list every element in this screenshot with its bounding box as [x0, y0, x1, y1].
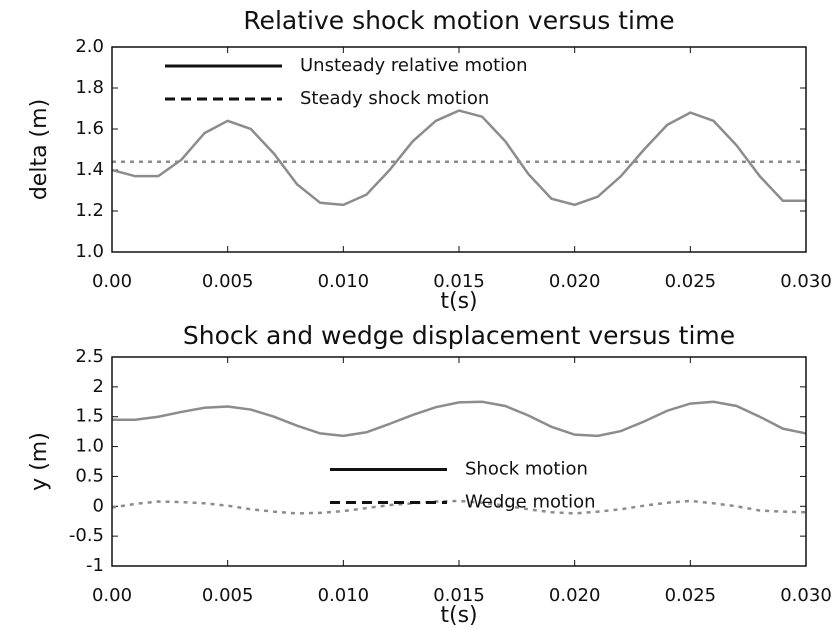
x-axis-label: t(s) [440, 603, 477, 628]
x-tick-label: 0.010 [318, 585, 370, 606]
x-tick-label: 0.010 [318, 271, 370, 292]
x-tick-label: 0.020 [549, 271, 601, 292]
y-tick-label: 1.0 [75, 436, 104, 457]
x-tick-label: 0.005 [202, 271, 254, 292]
y-tick-label: 2.5 [75, 346, 104, 367]
plot-frame [111, 46, 807, 253]
y-tick-label: -1 [86, 555, 104, 576]
y-tick-label: -0.5 [69, 525, 104, 546]
x-tick-label: 0.030 [780, 271, 832, 292]
x-tick-label: 0.00 [92, 271, 132, 292]
legend-label: Shock motion [465, 459, 588, 480]
y-tick-label: 1.8 [75, 77, 104, 98]
x-tick-label: 0.015 [433, 585, 485, 606]
chart-title: Relative shock motion versus time [243, 6, 674, 35]
series-line [112, 400, 807, 438]
y-tick-label: 2.0 [75, 36, 104, 57]
x-tick-label: 0.015 [433, 271, 485, 292]
series-line [111, 109, 806, 207]
y-tick-label: 1.0 [75, 241, 104, 262]
y-tick-label: 1.2 [75, 200, 104, 221]
y-tick-label: 1.6 [75, 118, 104, 139]
x-tick-label: 0.020 [549, 585, 601, 606]
x-axis-label: t(s) [440, 289, 477, 314]
y-axis-label: y (m) [27, 432, 52, 491]
plot-frame [111, 356, 807, 567]
y-axis-label: delta (m) [27, 99, 52, 200]
x-tick-label: 0.025 [665, 271, 717, 292]
y-tick-label: 1.5 [75, 406, 104, 427]
legend-label: Unsteady relative motion [300, 55, 528, 76]
legend-label: Wedge motion [465, 492, 596, 513]
chart-title: Shock and wedge displacement versus time [183, 321, 735, 350]
x-tick-label: 0.030 [780, 585, 832, 606]
y-tick-label: 1.4 [75, 159, 104, 180]
series-line [111, 499, 807, 515]
y-tick-label: 2 [93, 376, 104, 397]
legend-label: Steady shock motion [300, 88, 489, 109]
y-tick-label: 0 [93, 495, 104, 516]
x-tick-label: 0.025 [665, 585, 717, 606]
x-tick-label: 0.00 [92, 585, 132, 606]
x-tick-label: 0.005 [202, 585, 254, 606]
y-tick-label: 0.5 [75, 465, 104, 486]
